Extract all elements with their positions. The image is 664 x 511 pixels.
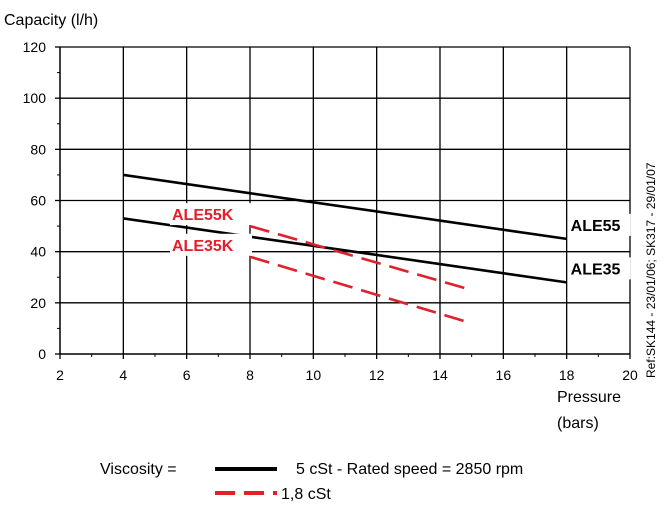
grid (60, 46, 631, 354)
y-tick-label-0: 0 (38, 346, 46, 362)
y-tick-label-80: 80 (30, 141, 46, 157)
series-line-ale55 (123, 173, 567, 241)
x-tick-label-16: 16 (496, 367, 512, 383)
reference-note: Ref:SK144 - 23/01/06; SK317 - 29/01/07 (644, 162, 658, 378)
series-line-ale35k (249, 255, 473, 325)
y-tick-label-100: 100 (23, 90, 47, 106)
series-label-ale35k: ALE35K (172, 238, 234, 255)
y-tick-label-40: 40 (30, 244, 46, 260)
axes: 2 4 6 8 10 12 14 16 18 20 0 20 40 60 80 100 120 (23, 39, 638, 383)
x-tick-label-12: 12 (369, 367, 385, 383)
series-label-bg-ale35 (568, 257, 631, 280)
series-label-bg-ale55k (170, 203, 252, 226)
y-axis-title: Capacity (l/h) (4, 12, 98, 29)
legend-prefix: Viscosity = (100, 461, 177, 478)
y-tick-label-120: 120 (23, 39, 47, 55)
x-tick-label-6: 6 (183, 367, 191, 383)
x-tick-label-14: 14 (432, 367, 448, 383)
series-line-ale35 (123, 217, 567, 284)
x-tick-label-2: 2 (56, 367, 64, 383)
x-tick-label-18: 18 (559, 367, 575, 383)
series-lines (123, 173, 567, 325)
series-line-ale55k (249, 224, 473, 292)
series-label-ale55k: ALE55K (172, 207, 234, 224)
legend-dashed-label: 1,8 cSt (281, 486, 331, 503)
series-labels: ALE55 ALE35 ALE55K ALE35K (170, 203, 631, 280)
series-label-ale55: ALE55 (571, 218, 621, 235)
chart-text: Capacity (l/h) Pressure (bars) Ref:SK144… (4, 12, 658, 503)
y-tick-label-60: 60 (30, 193, 46, 209)
y-tick-label-20: 20 (30, 295, 46, 311)
legend-solid-label: 5 cSt - Rated speed = 2850 rpm (296, 461, 523, 478)
x-tick-label-4: 4 (119, 367, 127, 383)
x-axis-title-line2: (bars) (557, 415, 599, 432)
series-label-bg-ale35k (170, 233, 252, 256)
series-label-ale35: ALE35 (571, 261, 621, 278)
x-tick-label-20: 20 (622, 367, 638, 383)
x-tick-label-10: 10 (306, 367, 322, 383)
series-label-bg-ale55 (568, 213, 631, 236)
x-axis-title-line1: Pressure (557, 389, 621, 406)
x-tick-label-8: 8 (246, 367, 254, 383)
